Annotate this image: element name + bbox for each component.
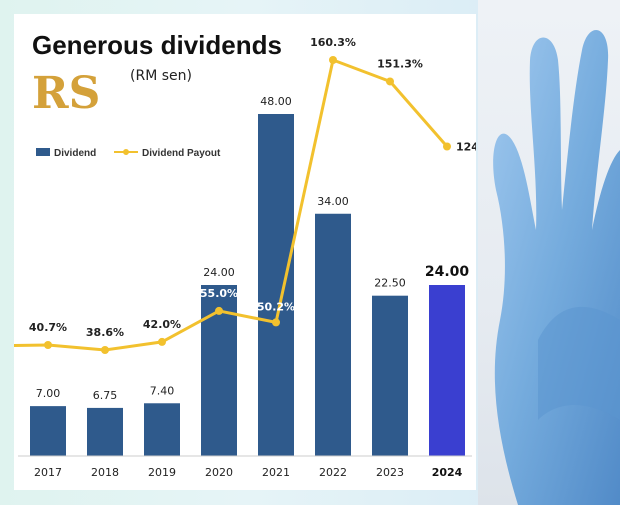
legend-dividend-label: Dividend	[54, 148, 96, 159]
dividend-label-2024: 24.00	[425, 264, 470, 280]
dividend-label-2019: 7.40	[150, 384, 175, 397]
x-tick-2021: 2021	[262, 466, 290, 479]
legend-payout-label: Dividend Payout	[142, 148, 221, 159]
legend-payout-marker	[123, 149, 129, 155]
dividend-bars: 7.00 6.75 7.40 24.00 48.00 34.00 22.50 24.00	[30, 95, 469, 456]
legend-dividend-swatch	[36, 148, 50, 156]
x-tick-2018: 2018	[91, 466, 119, 479]
chart-subtitle: (RM sen)	[130, 68, 192, 84]
payout-label-2022: 160.3%	[310, 36, 356, 49]
payout-point-2017	[44, 341, 52, 350]
payout-point-2020	[215, 306, 223, 315]
x-tick-2019: 2019	[148, 466, 176, 479]
dividend-bar-2017	[30, 406, 66, 456]
blue-nitrile-glove-icon	[493, 29, 620, 505]
rs-logo: RS	[32, 68, 100, 119]
payout-label-2020: 55.0%	[200, 287, 238, 300]
dividend-label-2017: 7.00	[36, 387, 61, 400]
payout-point-2022	[329, 56, 337, 64]
x-tick-2023: 2023	[376, 466, 404, 479]
dividend-bar-2022	[315, 213, 351, 456]
payout-point-2023	[386, 77, 394, 86]
payout-label-2019: 42.0%	[143, 318, 181, 331]
x-tick-2024: 2024	[432, 466, 463, 479]
dividend-chart: Generous dividends (RM sen) RS Dividend …	[14, 30, 476, 479]
glove-thumb	[538, 306, 620, 420]
payout-label-2018: 38.6%	[86, 326, 124, 339]
payout-label-2017: 40.7%	[29, 321, 67, 334]
chart-panel: Generous dividends (RM sen) RS Dividend …	[14, 14, 476, 490]
glove-photo	[478, 0, 620, 505]
x-axis-ticks: 2017 2018 2019 2020 2021 2022 2023 2024	[34, 466, 463, 479]
payout-point-2024	[443, 142, 451, 151]
dividend-label-2023: 22.50	[374, 277, 406, 290]
dividend-label-2022: 34.00	[317, 195, 349, 208]
rs-logo-mark: RS	[32, 68, 100, 119]
payout-point-2021	[272, 318, 280, 327]
x-tick-2017: 2017	[34, 466, 62, 479]
x-tick-2022: 2022	[319, 466, 347, 479]
dividend-bar-2023	[372, 295, 408, 456]
payout-label-2023: 151.3%	[377, 57, 423, 70]
dividend-bar-2019	[144, 403, 180, 456]
dividend-label-2021: 48.00	[260, 95, 292, 108]
legend: Dividend Dividend Payout	[36, 148, 221, 159]
payout-point-2019	[158, 337, 166, 346]
dividend-label-2018: 6.75	[93, 389, 118, 402]
glove-shape	[493, 29, 620, 505]
x-tick-2020: 2020	[205, 466, 233, 479]
payout-label-2024: 124%	[456, 141, 476, 154]
dividend-bar-2021	[258, 114, 294, 456]
dividend-label-2020: 24.00	[203, 266, 235, 279]
dividend-bar-2018	[87, 407, 123, 456]
chart-title: Generous dividends	[32, 30, 282, 60]
payout-point-2018	[101, 346, 109, 355]
payout-label-2021: 50.2%	[257, 300, 295, 313]
payout-line-series: 40.7% 38.6% 42.0% 55.0% 50.2% 160.3% 151.3% 124…	[14, 36, 476, 355]
dividend-bar-2024	[429, 285, 465, 456]
